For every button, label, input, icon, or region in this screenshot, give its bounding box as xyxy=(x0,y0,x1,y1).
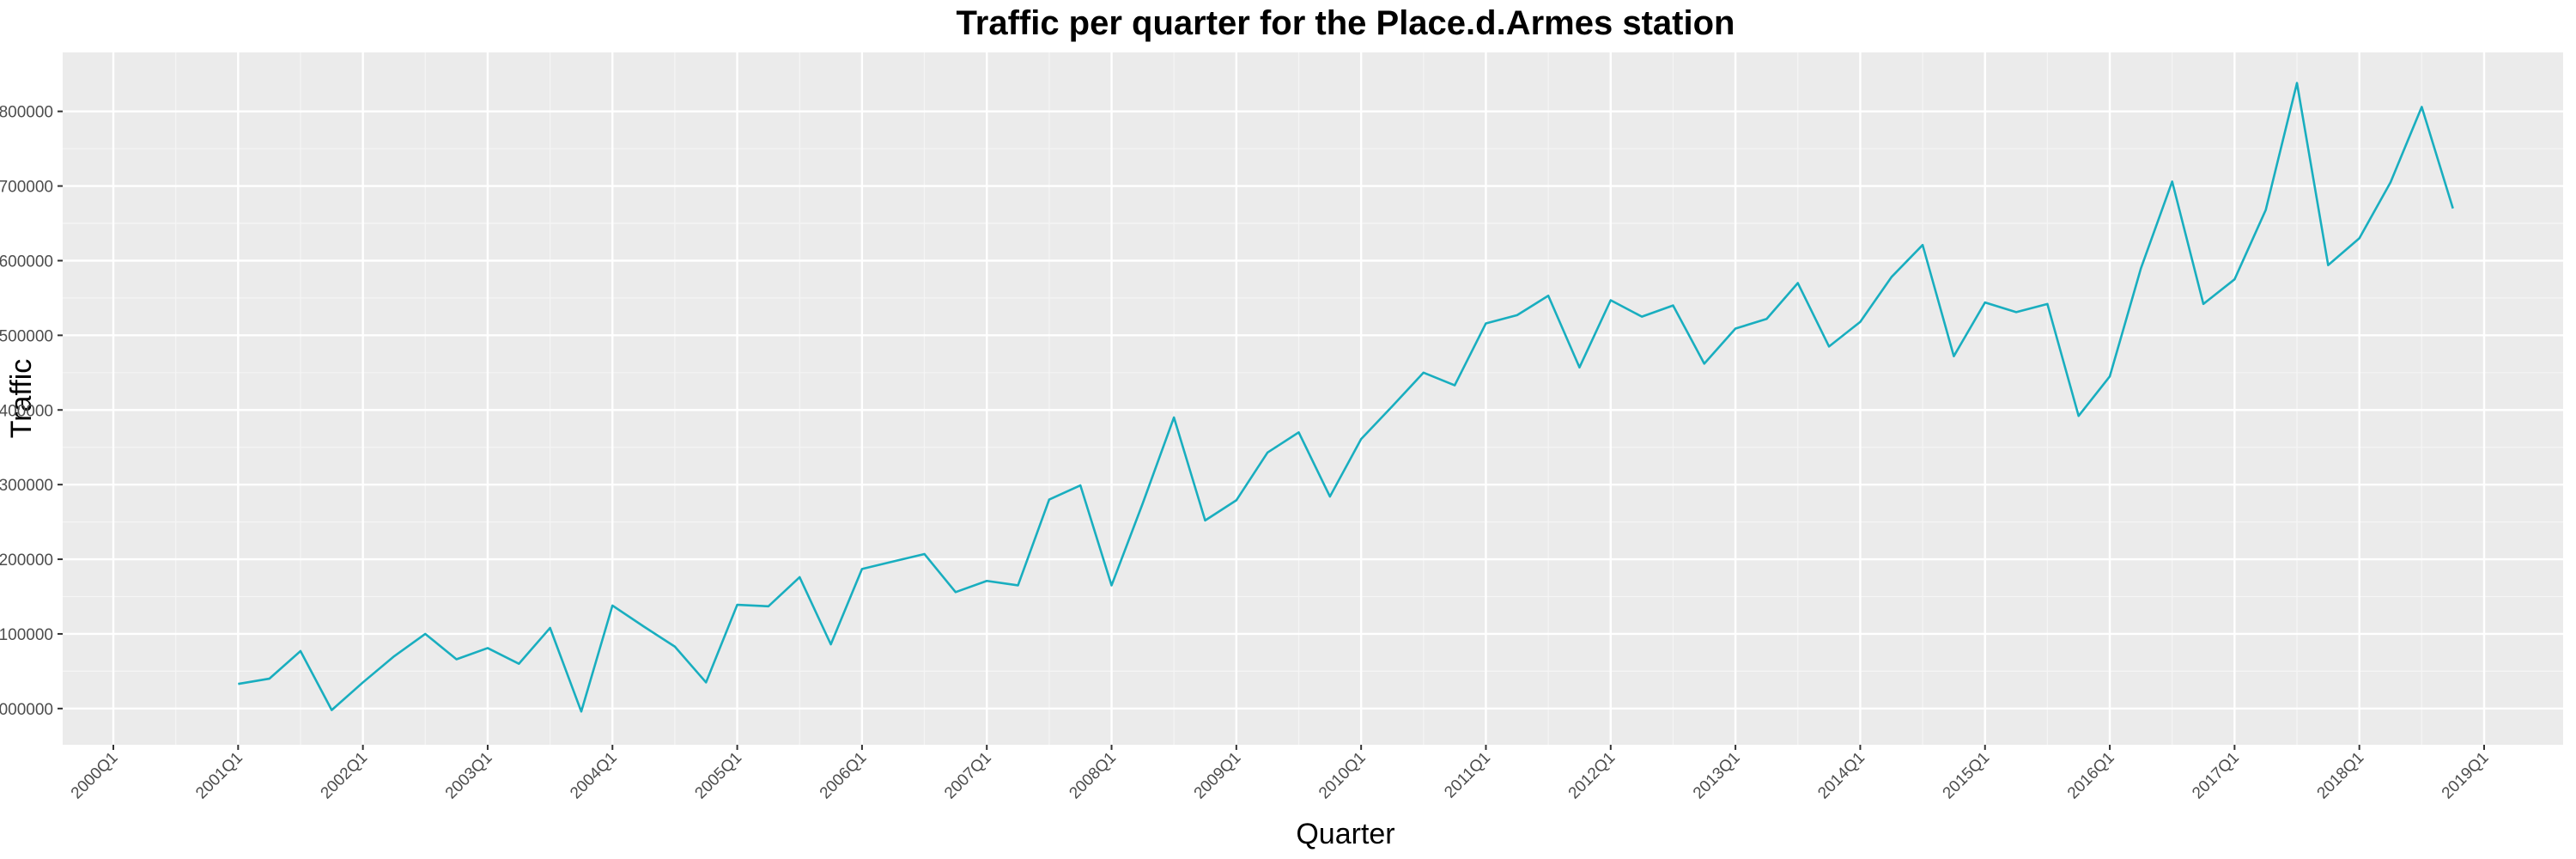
y-tick-label: 1000000 xyxy=(0,701,53,719)
chart-title: Traffic per quarter for the Place.d.Arme… xyxy=(957,4,1735,42)
y-axis-title: Traffic xyxy=(5,359,38,439)
x-tick-label: 2006Q1 xyxy=(817,749,871,803)
x-tick-label: 2015Q1 xyxy=(1940,749,1994,803)
x-tick-label: 2012Q1 xyxy=(1565,749,1619,803)
x-tick-label: 2002Q1 xyxy=(317,749,371,803)
y-tick-label: 1700000 xyxy=(0,179,53,197)
x-tick-label: 2008Q1 xyxy=(1066,749,1120,803)
x-axis-title: Quarter xyxy=(1296,818,1394,850)
x-tick-label: 2014Q1 xyxy=(1814,749,1868,803)
x-tick-label: 2013Q1 xyxy=(1690,749,1744,803)
x-tick-label: 2007Q1 xyxy=(941,749,995,803)
y-tick-label: 1500000 xyxy=(0,327,53,345)
x-tick-label: 2019Q1 xyxy=(2439,749,2493,803)
x-tick-label: 2010Q1 xyxy=(1315,749,1370,803)
x-tick-label: 2005Q1 xyxy=(691,749,745,803)
x-tick-label: 2000Q1 xyxy=(68,749,122,803)
x-tick-label: 2016Q1 xyxy=(2064,749,2118,803)
x-tick-label: 2004Q1 xyxy=(567,749,621,803)
y-tick-label: 1600000 xyxy=(0,253,53,271)
y-tick-label: 1400000 xyxy=(0,402,53,420)
x-tick-label: 2003Q1 xyxy=(442,749,496,803)
x-tick-label: 2011Q1 xyxy=(1441,749,1494,802)
x-tick-label: 2018Q1 xyxy=(2314,749,2368,803)
x-tick-label: 2001Q1 xyxy=(192,749,246,803)
y-tick-label: 1100000 xyxy=(0,626,53,644)
y-tick-label: 1800000 xyxy=(0,104,53,122)
x-tick-label: 2009Q1 xyxy=(1191,749,1245,803)
plot-background xyxy=(63,52,2563,745)
y-tick-label: 1200000 xyxy=(0,551,53,570)
y-tick-label: 1300000 xyxy=(0,477,53,495)
data-line xyxy=(238,82,2454,713)
x-tick-label: 2017Q1 xyxy=(2189,749,2243,803)
